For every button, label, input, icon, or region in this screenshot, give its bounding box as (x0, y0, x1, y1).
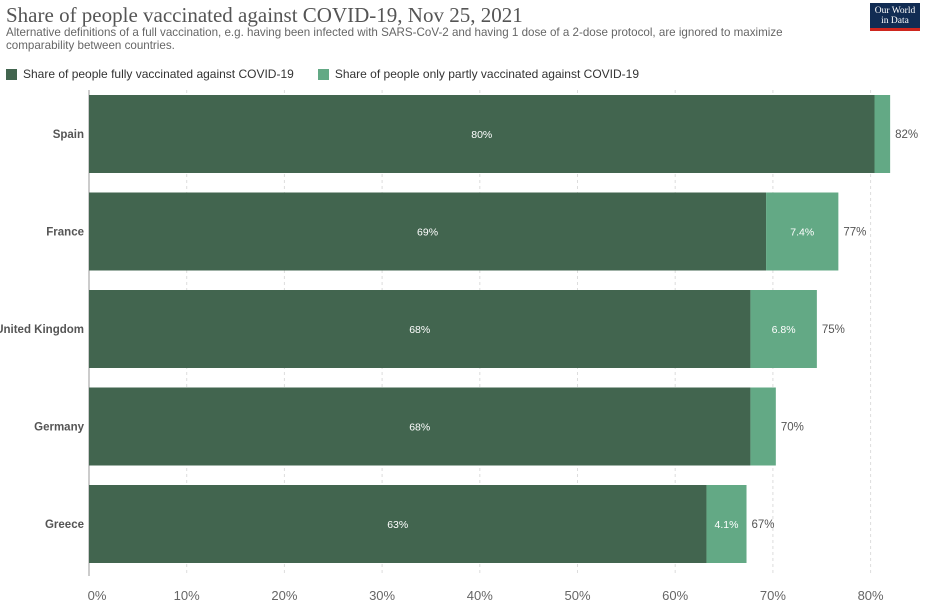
chart-subtitle: Alternative definitions of a full vaccin… (6, 26, 783, 52)
bar-full-3 (89, 387, 751, 466)
bar-full-2 (89, 290, 751, 368)
data-label-total: 75% (822, 324, 845, 336)
legend-swatch-full (6, 68, 17, 80)
bar-partial-2 (750, 290, 817, 368)
data-label-total: 70% (781, 422, 804, 434)
data-label-partial: 4.1% (715, 519, 739, 531)
data-label-total: 77% (843, 227, 866, 239)
x-tick-label: 20% (271, 588, 297, 603)
x-tick-label: 0% (88, 588, 107, 603)
bar-partial-4 (706, 485, 747, 563)
category-label: France (46, 227, 84, 239)
category-label: Greece (45, 519, 84, 531)
x-tick-label: 10% (174, 588, 200, 603)
chart-title: Share of people vaccinated against COVID… (6, 3, 523, 27)
owid-logo[interactable]: Our World in Data (870, 3, 920, 31)
legend-label-partial: Share of people only partly vaccinated a… (334, 67, 639, 81)
category-label: Germany (34, 422, 84, 434)
data-label-full: 69% (417, 227, 438, 239)
legend-item-partial[interactable]: Share of people only partly vaccinated a… (317, 67, 639, 81)
bar-full-1 (89, 192, 767, 271)
data-label-total: 67% (752, 519, 775, 531)
x-tick-label: 40% (467, 588, 493, 603)
data-label-partial: 6.8% (772, 324, 796, 336)
data-label-total: 82% (895, 129, 918, 141)
bar-partial-3 (750, 387, 776, 466)
legend-swatch-partial (317, 68, 329, 80)
category-label: United Kingdom (0, 324, 84, 336)
bar-full-4 (89, 485, 707, 563)
logo-line-2: in Data (881, 16, 909, 26)
data-label-partial: 7.4% (790, 227, 814, 239)
data-label-full: 63% (387, 519, 408, 531)
legend-item-full[interactable]: Share of people fully vaccinated against… (6, 67, 294, 81)
bar-full-0 (89, 95, 875, 173)
category-label: Spain (53, 129, 84, 141)
legend: Share of people fully vaccinated against… (6, 67, 639, 81)
data-label-full: 80% (471, 129, 492, 141)
bar-partial-1 (766, 192, 839, 271)
x-tick-label: 70% (760, 588, 786, 603)
x-tick-label: 60% (662, 588, 688, 603)
x-tick-label: 30% (369, 588, 395, 603)
legend-label-full: Share of people fully vaccinated against… (23, 67, 294, 81)
data-label-full: 68% (409, 324, 430, 336)
bar-partial-0 (874, 95, 891, 173)
x-tick-label: 80% (858, 588, 884, 603)
data-label-full: 68% (409, 422, 430, 434)
x-tick-label: 50% (564, 588, 590, 603)
logo-line-1: Our World (874, 6, 916, 16)
